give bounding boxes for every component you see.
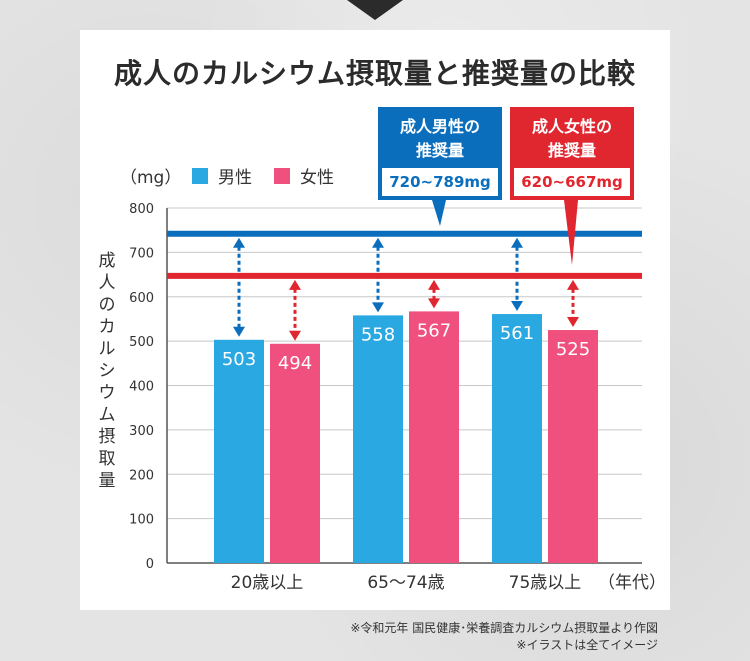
y-tick-label-100: 100: [129, 513, 154, 528]
female-rec-range: 620~667mg: [514, 168, 630, 196]
legend-label-male: 男性: [218, 168, 252, 188]
source-note-1: ※令和元年 国民健康･栄養調査カルシウム摂取量より作図: [350, 621, 658, 635]
x-axis-suffix: （年代）: [598, 573, 666, 593]
gap-arrow-head-up-male-1: [372, 237, 384, 248]
bar-value-label-female-2: 525: [556, 339, 590, 360]
legend-female: 女性: [274, 163, 334, 188]
source-note-2: ※イラストは全てイメージ: [516, 638, 658, 652]
gap-arrow-head-down-male-1: [372, 302, 384, 313]
y-tick-label-500: 500: [129, 335, 154, 350]
x-category-label-2: 75歳以上: [509, 573, 582, 593]
gap-arrow-head-up-male-0: [233, 237, 245, 248]
gap-arrow-head-up-female-0: [289, 279, 301, 290]
bar-value-label-female-0: 494: [278, 353, 312, 374]
female-recommendation-box: 成人女性の 推奨量 620~667mg: [510, 107, 634, 200]
bar-female-1: [409, 311, 459, 563]
bar-female-0: [270, 343, 320, 563]
bar-female-2: [548, 330, 598, 563]
x-category-label-0: 20歳以上: [231, 573, 304, 593]
female-callout-pointer: [564, 200, 578, 265]
male-rec-title-2: 推奨量: [415, 141, 464, 160]
female-rec-title-1: 成人女性の: [531, 117, 612, 136]
legend-male: 男性: [192, 163, 252, 188]
gap-arrow-head-up-male-2: [511, 237, 523, 248]
gap-arrow-head-up-female-1: [428, 279, 440, 290]
bar-value-label-female-1: 567: [417, 320, 451, 341]
gap-arrow-head-up-female-2: [567, 279, 579, 290]
gap-arrow-head-down-male-2: [511, 301, 523, 312]
source-notes: ※令和元年 国民健康･栄養調査カルシウム摂取量より作図 ※イラストは全てイメージ: [350, 620, 658, 654]
y-tick-label-200: 200: [129, 468, 154, 483]
male-recommendation-box: 成人男性の 推奨量 720~789mg: [378, 107, 502, 200]
legend-label-female: 女性: [300, 168, 334, 188]
male-rec-range: 720~789mg: [382, 168, 498, 196]
bar-male-0: [214, 339, 264, 563]
bar-value-label-male-0: 503: [222, 349, 256, 370]
bar-value-label-male-2: 561: [500, 323, 534, 344]
gap-arrow-head-down-female-0: [289, 330, 301, 341]
gap-arrow-head-down-male-0: [233, 326, 245, 337]
gap-arrow-head-down-female-2: [567, 317, 579, 328]
x-category-label-1: 65～74歳: [367, 573, 444, 593]
female-rec-title-2: 推奨量: [547, 141, 596, 160]
top-notch: [347, 0, 403, 20]
legend-swatch-female: [274, 167, 290, 184]
bar-value-label-male-1: 558: [361, 324, 395, 345]
gap-arrow-head-down-female-1: [428, 298, 440, 309]
y-tick-label-800: 800: [129, 202, 154, 217]
y-tick-label-700: 700: [129, 246, 154, 261]
bar-male-2: [492, 314, 542, 563]
male-callout-pointer: [432, 200, 446, 226]
male-rec-title-1: 成人男性の: [399, 117, 480, 136]
chart-title: 成人のカルシウム摂取量と推奨量の比較: [113, 57, 636, 90]
bar-male-1: [353, 315, 403, 563]
y-tick-label-600: 600: [129, 291, 154, 306]
legend-swatch-male: [192, 167, 208, 184]
y-tick-label-400: 400: [129, 380, 154, 395]
y-tick-label-300: 300: [129, 424, 154, 439]
y-axis-label: 成人のカルシウム摂取量: [98, 251, 116, 491]
y-tick-label-0: 0: [146, 557, 154, 572]
unit-label: （mg）: [120, 168, 182, 188]
